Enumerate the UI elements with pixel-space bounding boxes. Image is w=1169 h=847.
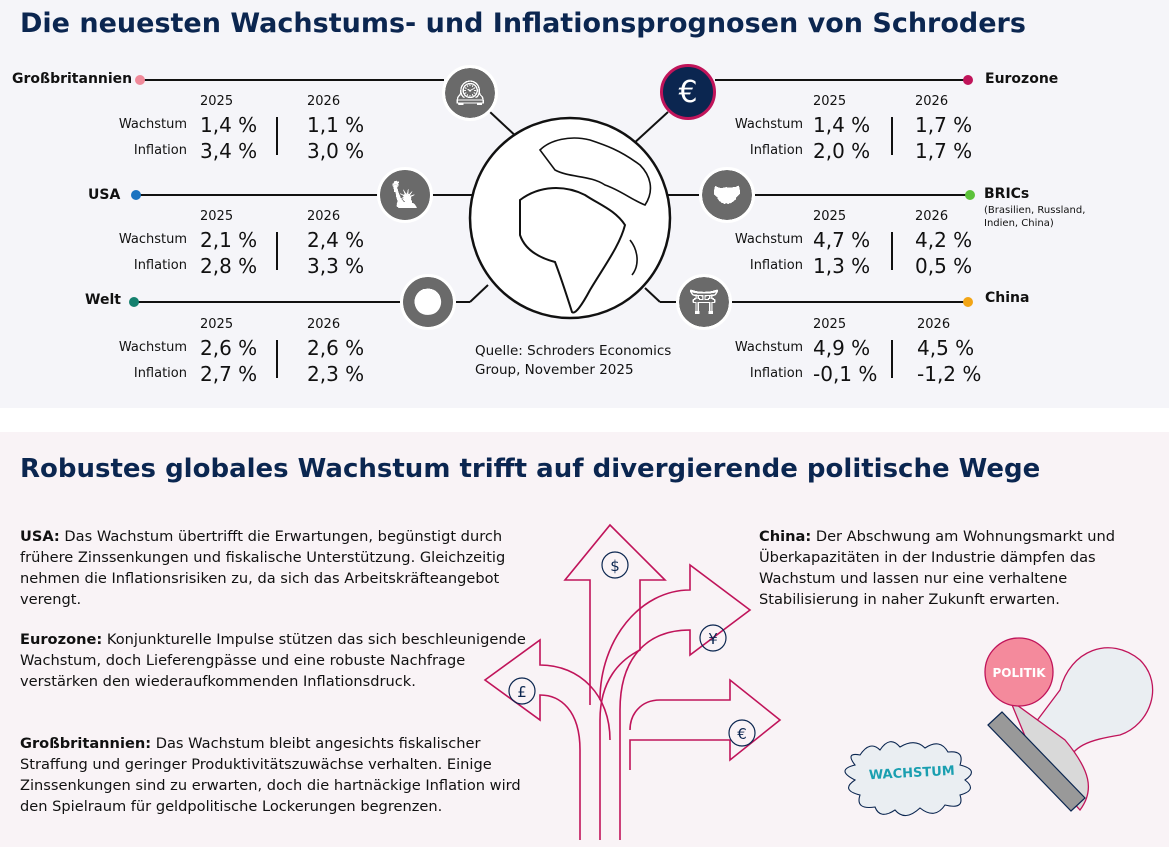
region-label: Welt <box>85 292 121 308</box>
inflation-value: 0,5 % <box>915 254 973 278</box>
year-label: 2025 <box>813 209 847 224</box>
inflation-value: 2,3 % <box>307 362 365 386</box>
stamp-illustration: POLITIK WACHSTUM <box>844 637 1154 817</box>
stamp-head <box>984 637 1054 707</box>
region-label: Eurozone <box>985 71 1059 87</box>
region-dot <box>963 297 973 307</box>
growth-label: Wachstum <box>734 340 803 355</box>
yen-coin-icon <box>699 624 727 652</box>
growth-label: Wachstum <box>734 232 803 247</box>
world-globe <box>468 116 672 320</box>
year-divider <box>891 232 893 270</box>
year-label: 2026 <box>307 94 341 109</box>
year-divider <box>276 117 278 155</box>
stamp-label: POLITIK <box>992 666 1046 680</box>
imprint-label: WACHSTUM <box>868 764 955 783</box>
growth-label: Wachstum <box>118 117 187 132</box>
yen-symbol: ¥ <box>708 630 718 648</box>
euro-symbol: € <box>737 725 747 743</box>
growth-value: 1,4 % <box>200 113 258 137</box>
year-label: 2026 <box>915 94 949 109</box>
pound-symbol: £ <box>517 683 527 701</box>
inflation-label: Inflation <box>133 258 187 273</box>
inflation-label: Inflation <box>133 143 187 158</box>
region-dot <box>965 190 975 200</box>
growth-value: 4,9 % <box>813 336 871 360</box>
paragraph-usa: USA: Das Wachstum übertrifft die Erwartu… <box>20 528 506 608</box>
year-label: 2026 <box>307 317 341 332</box>
inflation-value: -0,1 % <box>813 362 878 386</box>
year-divider <box>891 340 893 378</box>
source-note: Quelle: Schroders Economics Group, Novem… <box>475 343 672 378</box>
growth-label: Wachstum <box>734 117 803 132</box>
year-divider <box>276 340 278 378</box>
inflation-value: 2,8 % <box>200 254 258 278</box>
growth-label: Wachstum <box>118 232 187 247</box>
region-dot <box>135 75 145 85</box>
year-label: 2025 <box>200 317 234 332</box>
paragraph-eurozone: Eurozone: Konjunkturelle Impulse stützen… <box>20 631 526 690</box>
dollar-symbol: $ <box>610 557 620 575</box>
region-label: BRICs <box>984 186 1030 202</box>
growth-value: 2,4 % <box>307 228 365 252</box>
inflation-value: 3,0 % <box>307 139 365 163</box>
region-dot <box>963 75 973 85</box>
inflation-label: Inflation <box>133 366 187 381</box>
page-title: Die neuesten Wachstums- und Inflationspr… <box>20 8 1026 39</box>
inflation-label: Inflation <box>749 143 803 158</box>
region-label: Großbritannien <box>12 71 133 87</box>
region-subtitle: (Brasilien, Russland, Indien, China) <box>984 205 1086 229</box>
paragraph-uk: Großbritannien: Das Wachstum bleibt ange… <box>20 735 521 815</box>
year-label: 2025 <box>813 317 847 332</box>
paragraph-china: China: Der Abschwung am Wohnungsmarkt un… <box>759 528 1116 608</box>
inflation-value: 3,4 % <box>200 139 258 163</box>
growth-value: 4,7 % <box>813 228 871 252</box>
inflation-label: Inflation <box>749 258 803 273</box>
year-label: 2025 <box>200 94 234 109</box>
year-divider <box>276 232 278 270</box>
growth-value: 1,1 % <box>307 113 365 137</box>
growth-value: 2,6 % <box>200 336 258 360</box>
inflation-value: 1,7 % <box>915 139 973 163</box>
region-label: USA <box>88 187 121 203</box>
wachstum-imprint <box>844 741 972 817</box>
year-label: 2025 <box>813 94 847 109</box>
crossroads-arrows-illustration: $ ¥ £ € <box>483 523 782 840</box>
region-dot <box>131 190 141 200</box>
region-label: China <box>985 290 1030 306</box>
year-divider <box>891 117 893 155</box>
inflation-value: 2,0 % <box>813 139 871 163</box>
statue-of-liberty-icon: 🗽 <box>377 167 433 223</box>
euro-coin-icon <box>728 719 756 747</box>
euro-icon: € <box>660 64 716 120</box>
growth-value: 4,2 % <box>915 228 973 252</box>
pagoda-icon: ⛩ <box>676 274 732 330</box>
year-label: 2025 <box>200 209 234 224</box>
year-label: 2026 <box>917 317 951 332</box>
year-label: 2026 <box>307 209 341 224</box>
inflation-value: -1,2 % <box>917 362 982 386</box>
year-label: 2026 <box>915 209 949 224</box>
growth-value: 1,4 % <box>813 113 871 137</box>
handshake-icon: 🤝 <box>699 167 755 223</box>
growth-value: 4,5 % <box>917 336 975 360</box>
pound-coin-icon <box>508 677 536 705</box>
growth-label: Wachstum <box>118 340 187 355</box>
arrow-up-dollar <box>563 523 667 840</box>
growth-value: 2,6 % <box>307 336 365 360</box>
section-title: Robustes globales Wachstum trifft auf di… <box>20 454 1041 484</box>
growth-value: 1,7 % <box>915 113 973 137</box>
inflation-label: Inflation <box>749 366 803 381</box>
connector-lines <box>134 79 970 320</box>
inflation-value: 3,3 % <box>307 254 365 278</box>
outlook-section <box>0 432 1169 847</box>
globe-icon: 🌍 <box>400 274 456 330</box>
growth-value: 2,1 % <box>200 228 258 252</box>
inflation-value: 2,7 % <box>200 362 258 386</box>
inflation-value: 1,3 % <box>813 254 871 278</box>
region-dot <box>129 297 139 307</box>
dollar-coin-icon <box>601 551 629 579</box>
big-ben-icon: 🕰 <box>442 65 498 121</box>
